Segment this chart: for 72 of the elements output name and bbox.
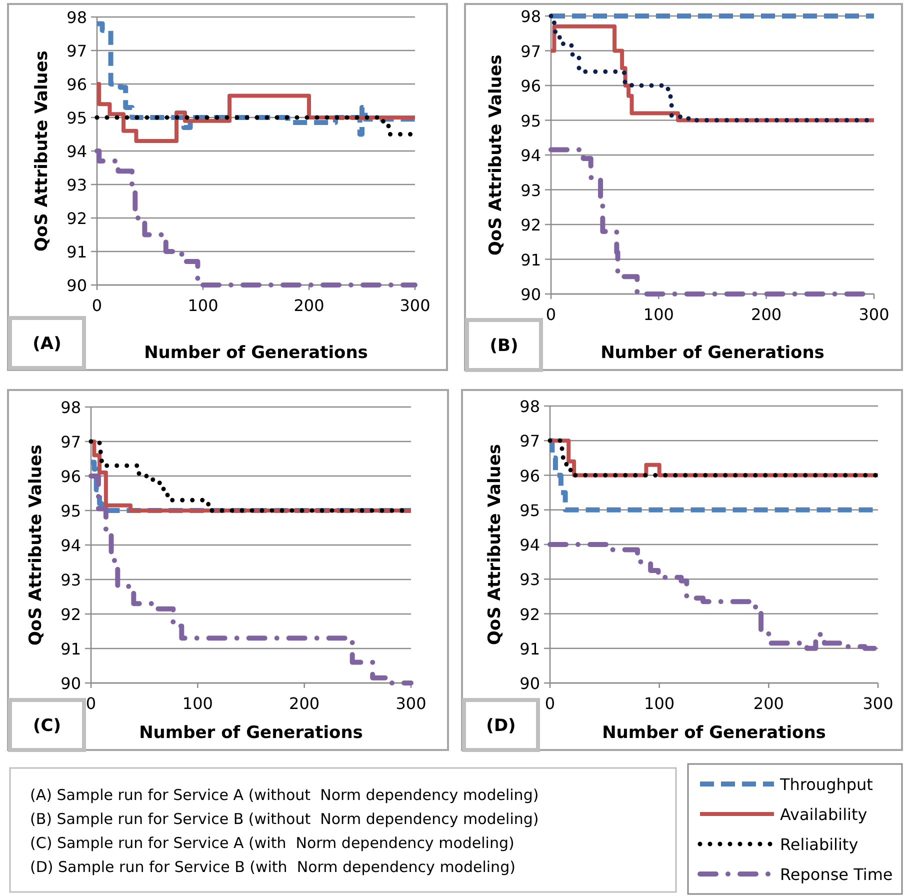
y-tick-label: 94: [520, 536, 540, 554]
y-tick-label: 92: [520, 604, 540, 624]
x-axis-title: Number of Generations: [602, 723, 826, 743]
y-tick-label: 98: [520, 397, 540, 416]
y-tick-label: 96: [60, 467, 81, 486]
y-tick-label: 98: [520, 7, 541, 26]
y-tick-label: 97: [60, 432, 81, 452]
y-tick-label: 98: [66, 8, 87, 27]
x-tick-label: 300: [858, 305, 890, 324]
y-tick-label: 96: [520, 76, 541, 96]
y-axis-title: QoS Attribute Values: [485, 444, 505, 646]
x-tick-label: 200: [751, 305, 782, 324]
text: (D) Sample run for Service B (with Norm dependency modeling): [30, 858, 516, 876]
x-tick-label: 200: [289, 694, 320, 713]
x-tick-label: 0: [86, 694, 96, 713]
y-tick-label: 97: [520, 432, 540, 451]
y-axis-title: QoS Attribute Values: [486, 54, 506, 256]
y-tick-label: 92: [66, 209, 87, 228]
x-tick-label: 300: [396, 694, 426, 713]
y-tick-label: 94: [66, 142, 87, 161]
legend-label: Reliability: [780, 835, 858, 854]
y-tick-label: 93: [520, 180, 541, 200]
x-axis-title: Number of Generations: [139, 723, 363, 743]
y-tick-label: 90: [66, 276, 87, 295]
y-tick-label: 91: [66, 242, 87, 262]
y-tick-label: 94: [520, 146, 541, 165]
y-tick-label: 97: [520, 42, 541, 61]
x-tick-label: 0: [544, 694, 556, 713]
y-tick-label: 94: [60, 536, 81, 555]
text: (C): [32, 716, 62, 736]
y-tick-label: 92: [520, 216, 541, 234]
y-tick-label: 93: [520, 570, 540, 590]
x-tick-label: 100: [182, 694, 213, 713]
text: (B): [490, 336, 518, 356]
y-tick-label: 96: [66, 75, 87, 94]
text: (A) Sample run for Service A (without Norm dependency modeling): [30, 786, 539, 804]
y-tick-label: 95: [60, 502, 81, 520]
y-tick-label: 95: [520, 111, 541, 130]
x-tick-label: 100: [188, 296, 218, 315]
y-tick-label: 96: [520, 466, 540, 486]
y-tick-label: 92: [60, 605, 81, 624]
y-tick-label: 90: [60, 674, 81, 693]
y-tick-label: 95: [66, 108, 87, 128]
x-tick-label: 300: [400, 296, 430, 315]
x-tick-label: 0: [92, 296, 102, 315]
y-tick-label: 93: [60, 570, 81, 590]
text: (C) Sample run for Service A (with Norm dependency modeling): [30, 834, 514, 852]
y-tick-label: 93: [66, 176, 87, 194]
y-tick-label: 98: [60, 398, 81, 417]
legend-label: Reponse Time: [780, 865, 893, 884]
x-tick-label: 100: [643, 305, 674, 324]
text: (A): [32, 334, 62, 354]
y-tick-label: 91: [520, 250, 541, 270]
y-axis-title: QoS Attribute Values: [26, 444, 46, 646]
y-tick-label: 90: [520, 674, 540, 693]
y-tick-label: 90: [520, 285, 541, 304]
x-axis-title: Number of Generations: [144, 343, 368, 363]
text: (D): [486, 716, 516, 736]
x-tick-label: 200: [294, 296, 324, 315]
x-tick-label: 0: [546, 305, 556, 324]
y-tick-label: 91: [520, 639, 540, 658]
y-axis-title: QoS Attribute Values: [32, 50, 52, 252]
y-tick-label: 97: [66, 42, 87, 60]
x-tick-label: 300: [862, 694, 894, 713]
x-axis-title: Number of Generations: [600, 343, 824, 363]
y-tick-label: 91: [60, 640, 81, 658]
text: (B) Sample run for Service B (without Norm dependency modeling): [30, 810, 539, 828]
x-tick-label: 100: [644, 694, 675, 713]
legend-label: Throughput: [779, 775, 873, 794]
x-tick-label: 200: [753, 694, 784, 713]
legend-label: Availability: [780, 805, 868, 824]
y-tick-label: 95: [520, 500, 540, 520]
